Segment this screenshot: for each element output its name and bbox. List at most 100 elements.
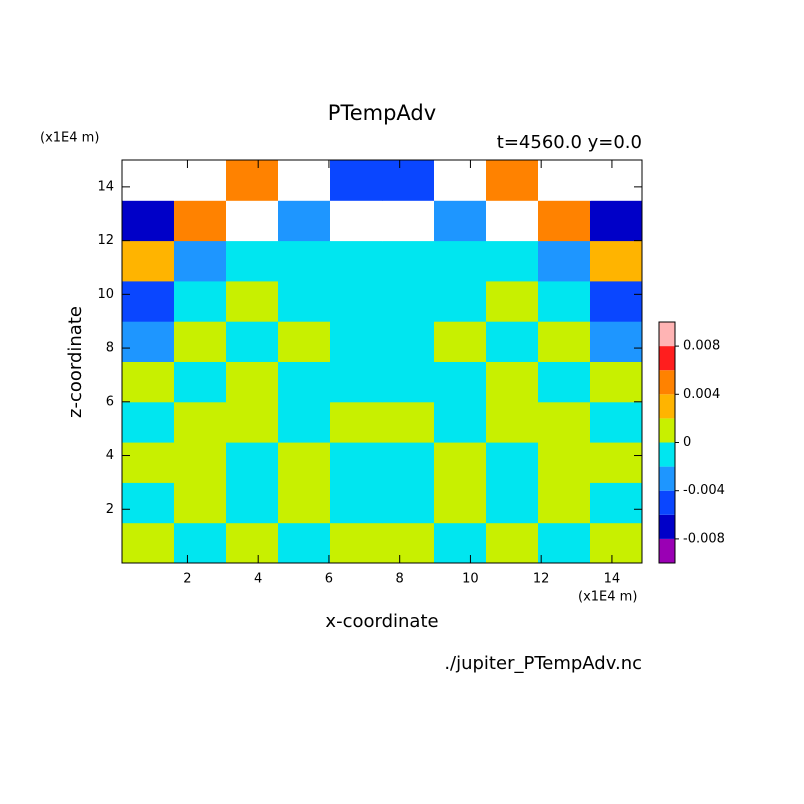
field-cell bbox=[122, 482, 175, 524]
y-tick-label: 10 bbox=[97, 287, 114, 302]
colorbar-segment bbox=[659, 442, 675, 467]
field-cell bbox=[278, 200, 331, 242]
colorbar-segment bbox=[659, 418, 675, 443]
chart-subtitle: t=4560.0 y=0.0 bbox=[497, 132, 642, 153]
field-cell bbox=[174, 160, 227, 201]
field-cell bbox=[174, 321, 227, 362]
field-cell bbox=[538, 240, 591, 282]
field-cell bbox=[382, 442, 435, 483]
x-tick-label: 4 bbox=[254, 572, 262, 587]
field-cell bbox=[226, 482, 279, 524]
field-cell bbox=[590, 160, 643, 201]
x-axis-label: x-coordinate bbox=[325, 611, 438, 632]
field-cell bbox=[174, 280, 227, 322]
y-unit: (x1E4 m) bbox=[40, 131, 99, 146]
colorbar-segment bbox=[659, 322, 675, 347]
colorbar-segment bbox=[659, 466, 675, 491]
field-cell bbox=[486, 160, 539, 201]
field-cell bbox=[538, 160, 591, 201]
x-tick-label: 12 bbox=[533, 572, 550, 587]
field-cell bbox=[434, 280, 487, 322]
y-tick-label: 12 bbox=[97, 233, 114, 248]
field-cell bbox=[122, 522, 175, 564]
x-tick-label: 8 bbox=[396, 572, 404, 587]
field-cell bbox=[174, 240, 227, 282]
field-cell bbox=[278, 321, 331, 362]
field-cell bbox=[590, 522, 643, 564]
field-cell bbox=[174, 482, 227, 524]
field-cell bbox=[382, 280, 435, 322]
field-cell bbox=[434, 240, 487, 282]
field-cell bbox=[538, 482, 591, 524]
field-cell bbox=[330, 442, 383, 483]
field-cell bbox=[434, 361, 487, 403]
field-cell bbox=[330, 522, 383, 564]
field-cell bbox=[486, 200, 539, 242]
field-cell bbox=[486, 361, 539, 403]
x-tick-label: 14 bbox=[604, 572, 621, 587]
field-cell bbox=[434, 321, 487, 362]
field-cell bbox=[330, 160, 383, 201]
field-cell bbox=[486, 321, 539, 362]
x-unit: (x1E4 m) bbox=[578, 590, 637, 605]
field-cell bbox=[226, 240, 279, 282]
chart-title: PTempAdv bbox=[328, 101, 436, 125]
field-cell bbox=[278, 401, 331, 443]
field-cell bbox=[174, 522, 227, 564]
field-cell bbox=[434, 401, 487, 443]
field-cell bbox=[122, 160, 175, 201]
field-cell bbox=[382, 321, 435, 362]
field-cell bbox=[382, 361, 435, 403]
y-tick-label: 6 bbox=[106, 394, 114, 409]
field-cell bbox=[226, 280, 279, 322]
field-cell bbox=[590, 482, 643, 524]
colorbar-segment bbox=[659, 346, 675, 371]
field-cell bbox=[538, 200, 591, 242]
field-cell bbox=[382, 160, 435, 201]
field-cell bbox=[434, 522, 487, 564]
field-cell bbox=[382, 240, 435, 282]
field-cell bbox=[434, 442, 487, 483]
field-cell bbox=[590, 280, 643, 322]
colorbar-segment bbox=[659, 394, 675, 419]
field-cell bbox=[278, 240, 331, 282]
colorbar-segment bbox=[659, 370, 675, 395]
field-cell bbox=[382, 482, 435, 524]
field-cell bbox=[434, 482, 487, 524]
field-cell bbox=[538, 321, 591, 362]
field-cell bbox=[590, 200, 643, 242]
field-cell bbox=[590, 361, 643, 403]
colorbar-segment bbox=[659, 490, 675, 515]
colorbar-tick-label: -0.008 bbox=[683, 531, 725, 546]
colorbar-tick-label: 0.004 bbox=[683, 387, 720, 402]
field-cell bbox=[122, 442, 175, 483]
field-cell bbox=[330, 482, 383, 524]
x-tick-label: 2 bbox=[183, 572, 191, 587]
colorbar-tick-label: 0 bbox=[683, 435, 691, 450]
field-cell bbox=[330, 361, 383, 403]
field-cell bbox=[226, 200, 279, 242]
field-cell bbox=[486, 522, 539, 564]
field-cell bbox=[486, 240, 539, 282]
field-cell bbox=[538, 442, 591, 483]
footnote: ./jupiter_PTempAdv.nc bbox=[444, 653, 642, 674]
field-cell bbox=[382, 401, 435, 443]
field-cell bbox=[486, 482, 539, 524]
field-cell bbox=[434, 160, 487, 201]
y-tick-label: 4 bbox=[106, 448, 114, 463]
field-cell bbox=[226, 321, 279, 362]
field-cell bbox=[590, 240, 643, 282]
field-cell bbox=[122, 240, 175, 282]
field-cell bbox=[330, 280, 383, 322]
field-cell bbox=[226, 522, 279, 564]
field-cell bbox=[122, 401, 175, 443]
field-cell bbox=[330, 401, 383, 443]
y-tick-label: 8 bbox=[106, 341, 114, 356]
field-cell bbox=[382, 522, 435, 564]
field-cell bbox=[486, 442, 539, 483]
colorbar-segment bbox=[659, 538, 675, 563]
field-cell bbox=[122, 361, 175, 403]
field-cell bbox=[382, 200, 435, 242]
field-cell bbox=[486, 401, 539, 443]
